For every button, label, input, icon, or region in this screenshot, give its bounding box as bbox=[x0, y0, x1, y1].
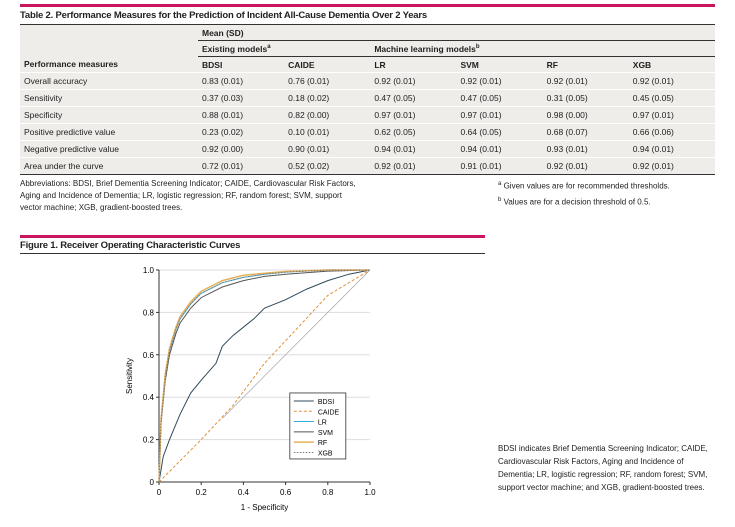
table-row: Negative predictive value 0.92 (0.00) 0.90… bbox=[20, 140, 715, 158]
y-tick-label: 0.4 bbox=[143, 393, 155, 402]
cell-value: 0.92 (0.01) bbox=[628, 72, 715, 90]
figure-caption: BDSI indicates Brief Dementia Screening … bbox=[498, 444, 708, 492]
cell-value: 0.92 (0.01) bbox=[370, 157, 457, 175]
cell-value: 0.92 (0.01) bbox=[370, 72, 457, 90]
cell-value: 0.47 (0.05) bbox=[370, 89, 457, 107]
row-label: Negative predictive value bbox=[20, 140, 198, 158]
legend-label: XGB bbox=[318, 450, 333, 457]
cell-value: 0.97 (0.01) bbox=[370, 106, 457, 124]
cell-value: 0.66 (0.06) bbox=[628, 123, 715, 141]
column-header: XGB bbox=[632, 59, 652, 70]
y-tick-label: 1.0 bbox=[143, 266, 155, 275]
cell-value: 0.92 (0.00) bbox=[198, 140, 285, 158]
cell-value: 0.94 (0.01) bbox=[370, 140, 457, 158]
cell-value: 0.10 (0.01) bbox=[284, 123, 371, 141]
row-label: Specificity bbox=[20, 106, 198, 124]
table-title: Table 2. Performance Measures for the Pr… bbox=[20, 10, 427, 21]
row-label: Positive predictive value bbox=[20, 123, 198, 141]
cell-value: 0.94 (0.01) bbox=[456, 140, 543, 158]
cell-value: 0.93 (0.01) bbox=[542, 140, 629, 158]
cell-value: 0.92 (0.01) bbox=[628, 157, 715, 175]
cell-value: 0.92 (0.01) bbox=[542, 72, 629, 90]
column-header: LR bbox=[374, 59, 386, 70]
table-row: Positive predictive value 0.23 (0.02) 0.10… bbox=[20, 123, 715, 141]
cell-value: 0.52 (0.02) bbox=[284, 157, 371, 175]
y-tick-label: 0.2 bbox=[143, 436, 155, 445]
cell-value: 0.23 (0.02) bbox=[198, 123, 285, 141]
cell-value: 0.72 (0.01) bbox=[198, 157, 285, 175]
cell-value: 0.64 (0.05) bbox=[456, 123, 543, 141]
column-header: RF bbox=[546, 59, 558, 70]
x-tick-label: 0.8 bbox=[322, 488, 334, 497]
top-rule bbox=[20, 4, 715, 7]
roc-curve-bdsi bbox=[158, 269, 371, 483]
legend-label: RF bbox=[318, 440, 327, 447]
table-row: Overall accuracy 0.83 (0.01) 0.76 (0.01) 0.… bbox=[20, 72, 715, 90]
column-header: CAIDE bbox=[288, 59, 315, 70]
legend-label: BDSI bbox=[318, 399, 334, 406]
cell-value: 0.90 (0.01) bbox=[284, 140, 371, 158]
abbreviations: Abbreviations: BDSI, Brief Dementia Scre… bbox=[20, 179, 356, 212]
table-row: Sensitivity 0.37 (0.03) 0.18 (0.02) 0.47 (0… bbox=[20, 89, 715, 107]
roc-curve-svm bbox=[158, 269, 371, 483]
table-row: Specificity 0.88 (0.01) 0.82 (0.00) 0.97 (0… bbox=[20, 106, 715, 124]
ml-header: Machine learning modelsb bbox=[370, 40, 715, 57]
cell-value: 0.47 (0.05) bbox=[456, 89, 543, 107]
column-header: BDSI bbox=[202, 59, 223, 70]
y-tick-label: 0.8 bbox=[143, 308, 155, 317]
existing-header: Existing modelsa bbox=[198, 40, 371, 57]
y-tick-label: 0.6 bbox=[143, 351, 155, 360]
cell-value: 0.18 (0.02) bbox=[284, 89, 371, 107]
mean-header: Mean (SD) bbox=[198, 24, 715, 41]
cell-value: 0.83 (0.01) bbox=[198, 72, 285, 90]
roc-curve-rf bbox=[158, 269, 370, 483]
cell-value: 0.31 (0.05) bbox=[542, 89, 629, 107]
cell-value: 0.98 (0.00) bbox=[542, 106, 629, 124]
footnote-b: b Values are for a decision threshold of… bbox=[498, 197, 651, 207]
cell-value: 0.76 (0.01) bbox=[284, 72, 371, 90]
cell-value: 0.37 (0.03) bbox=[198, 89, 285, 107]
roc-curve-caide bbox=[158, 269, 371, 483]
figure-title: Figure 1. Receiver Operating Characteris… bbox=[20, 240, 241, 251]
x-tick-label: 0.6 bbox=[280, 488, 292, 497]
performance-table: Mean (SD) Existing modelsa Machine learn… bbox=[20, 24, 715, 175]
x-axis-label: 1 - Specificity bbox=[241, 503, 289, 512]
column-header: SVM bbox=[460, 59, 479, 70]
row-label: Sensitivity bbox=[20, 89, 198, 107]
legend-label: CAIDE bbox=[318, 409, 340, 416]
x-tick-label: 0.2 bbox=[196, 488, 208, 497]
legend-label: SVM bbox=[318, 430, 333, 437]
y-tick-label: 0 bbox=[150, 478, 155, 487]
legend bbox=[289, 392, 347, 460]
column-header: Performance measures bbox=[24, 59, 119, 70]
footnote-a: a Given values are for recommended thres… bbox=[498, 181, 670, 191]
x-tick-label: 1.0 bbox=[364, 488, 376, 497]
x-tick-label: 0 bbox=[157, 488, 162, 497]
cell-value: 0.82 (0.00) bbox=[284, 106, 371, 124]
table-row: Area under the curve 0.72 (0.01) 0.52 (0.0… bbox=[20, 157, 715, 175]
legend-label: LR bbox=[318, 420, 327, 427]
cell-value: 0.91 (0.01) bbox=[456, 157, 543, 175]
row-label: Area under the curve bbox=[20, 157, 198, 175]
row-label: Overall accuracy bbox=[20, 72, 198, 90]
cell-value: 0.62 (0.05) bbox=[370, 123, 457, 141]
y-axis-label: Sensitivity bbox=[125, 358, 134, 394]
cell-value: 0.92 (0.01) bbox=[542, 157, 629, 175]
cell-value: 0.97 (0.01) bbox=[628, 106, 715, 124]
roc-chart: 0 0.2 0.4 0.6 0.8 1.0 0 0.2 0.4 0.6 0.8 1.0 1 - Spec… bbox=[125, 266, 376, 512]
figure-rule bbox=[20, 235, 485, 238]
x-tick-label: 0.4 bbox=[238, 488, 250, 497]
cell-value: 0.68 (0.07) bbox=[542, 123, 629, 141]
figure-title-rule bbox=[20, 253, 485, 254]
cell-value: 0.97 (0.01) bbox=[456, 106, 543, 124]
cell-value: 0.88 (0.01) bbox=[198, 106, 285, 124]
cell-value: 0.92 (0.01) bbox=[456, 72, 543, 90]
reference-line bbox=[222, 269, 371, 419]
roc-curve-xgb bbox=[158, 269, 370, 483]
cell-value: 0.94 (0.01) bbox=[628, 140, 715, 158]
cell-value: 0.45 (0.05) bbox=[628, 89, 715, 107]
